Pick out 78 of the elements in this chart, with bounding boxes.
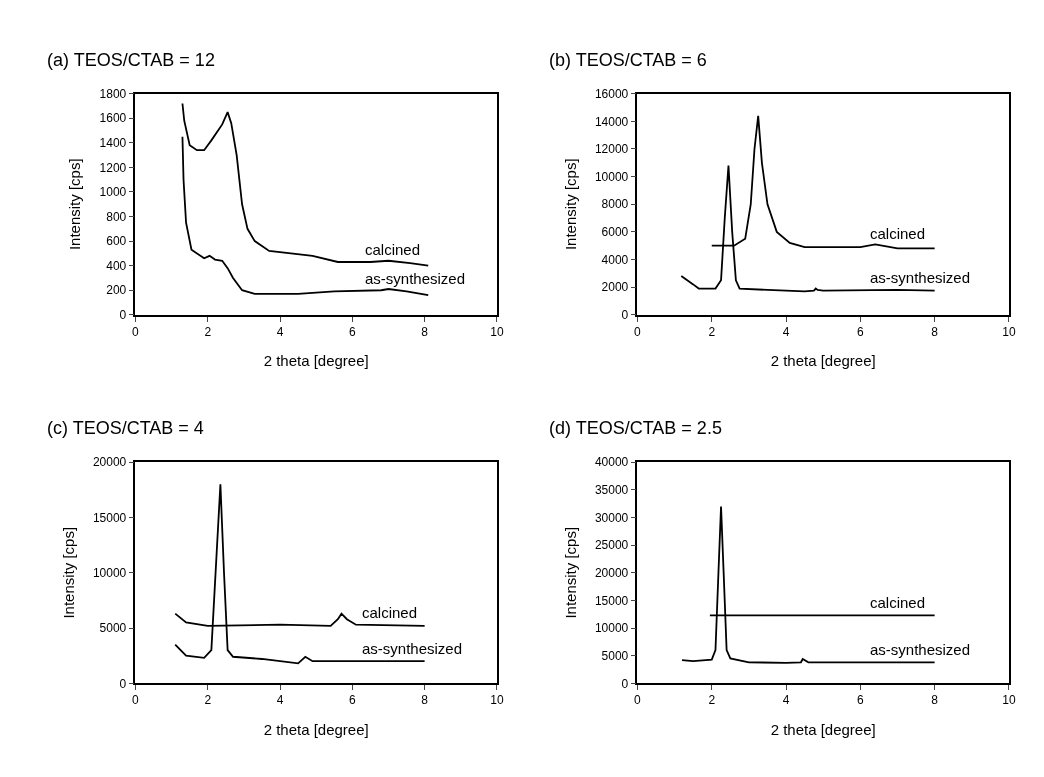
y-axis-title: Intensity [cps]	[66, 158, 84, 251]
y-tick-label: 600	[106, 234, 127, 249]
y-tick-label: 5000	[99, 621, 127, 636]
y-tick-label: 35000	[594, 483, 629, 498]
y-tick-label: 16000	[594, 86, 629, 101]
x-tick-label: 10	[490, 693, 504, 708]
y-tick-label: 0	[621, 308, 629, 322]
x-tick-label: 8	[931, 324, 939, 339]
x-tick-label: 0	[634, 324, 642, 339]
series-label: calcined	[870, 225, 926, 242]
y-axis-title: Intensity [cps]	[561, 526, 579, 619]
chart-title: (c) TEOS/CTAB = 4	[47, 418, 204, 438]
x-tick-label: 2	[204, 324, 212, 339]
series-label: calcined	[870, 594, 926, 611]
y-tick-label: 1400	[99, 136, 127, 151]
y-tick-label: 5000	[601, 648, 629, 663]
x-tick-label: 10	[490, 324, 504, 339]
y-tick-label: 400	[106, 258, 127, 273]
series-label: as-synthesized	[870, 641, 971, 658]
y-tick-label: 0	[621, 676, 629, 691]
x-tick-label: 0	[132, 693, 140, 708]
chart-title: (d) TEOS/CTAB = 2.5	[549, 418, 722, 438]
x-axis-title: 2 theta [degree]	[263, 720, 369, 738]
series-label: calcined	[365, 241, 421, 258]
y-tick-label: 40000	[594, 455, 629, 470]
series-label: as-synthesized	[365, 270, 466, 287]
x-tick-label: 4	[782, 324, 790, 339]
chart-title: (b) TEOS/CTAB = 6	[549, 50, 707, 70]
x-tick-label: 8	[421, 693, 429, 708]
series-label: as-synthesized	[870, 269, 971, 286]
y-axis-title: Intensity [cps]	[59, 526, 77, 619]
x-tick-label: 6	[348, 324, 356, 339]
y-tick-label: 800	[106, 209, 127, 224]
x-tick-label: 0	[132, 324, 140, 339]
y-tick-label: 1600	[99, 111, 127, 126]
y-tick-label: 0	[119, 308, 127, 322]
x-tick-label: 6	[857, 693, 865, 708]
y-tick-label: 8000	[601, 197, 629, 212]
x-tick-label: 4	[276, 693, 284, 708]
y-tick-label: 14000	[594, 114, 629, 129]
x-axis-title: 2 theta [degree]	[263, 352, 369, 370]
y-tick-label: 0	[119, 676, 127, 691]
x-tick-label: 4	[276, 324, 284, 339]
y-tick-label: 2000	[601, 280, 629, 295]
series-label: calcined	[362, 604, 418, 621]
x-axis-title: 2 theta [degree]	[770, 720, 876, 738]
x-tick-label: 6	[857, 324, 865, 339]
y-axis-title: Intensity [cps]	[561, 158, 579, 251]
x-tick-label: 10	[1002, 324, 1016, 339]
x-tick-label: 8	[931, 693, 939, 708]
x-tick-label: 10	[1002, 693, 1016, 708]
x-tick-label: 6	[348, 693, 356, 708]
y-tick-label: 4000	[601, 252, 629, 267]
y-tick-label: 15000	[594, 593, 629, 608]
x-tick-label: 2	[204, 693, 212, 708]
y-tick-label: 15000	[92, 510, 127, 525]
y-tick-label: 20000	[92, 455, 127, 470]
y-tick-label: 12000	[594, 142, 629, 157]
x-axis-title: 2 theta [degree]	[770, 352, 876, 370]
line-series	[181, 102, 430, 267]
y-tick-label: 10000	[92, 565, 127, 580]
y-tick-label: 10000	[594, 621, 629, 636]
y-tick-label: 1200	[99, 160, 127, 175]
y-tick-label: 10000	[594, 169, 629, 184]
y-tick-label: 1800	[99, 86, 127, 101]
x-tick-label: 2	[708, 693, 716, 708]
y-tick-label: 20000	[594, 565, 629, 580]
y-tick-label: 30000	[594, 510, 629, 525]
x-tick-label: 8	[421, 324, 429, 339]
chart-title: (a) TEOS/CTAB = 12	[47, 50, 215, 70]
y-tick-label: 25000	[594, 538, 629, 553]
x-tick-label: 2	[708, 324, 716, 339]
y-tick-label: 200	[106, 283, 127, 298]
x-tick-label: 4	[782, 693, 790, 708]
series-label: as-synthesized	[362, 640, 463, 657]
x-tick-label: 0	[634, 693, 642, 708]
y-tick-label: 1000	[99, 185, 127, 200]
y-tick-label: 6000	[601, 225, 629, 240]
